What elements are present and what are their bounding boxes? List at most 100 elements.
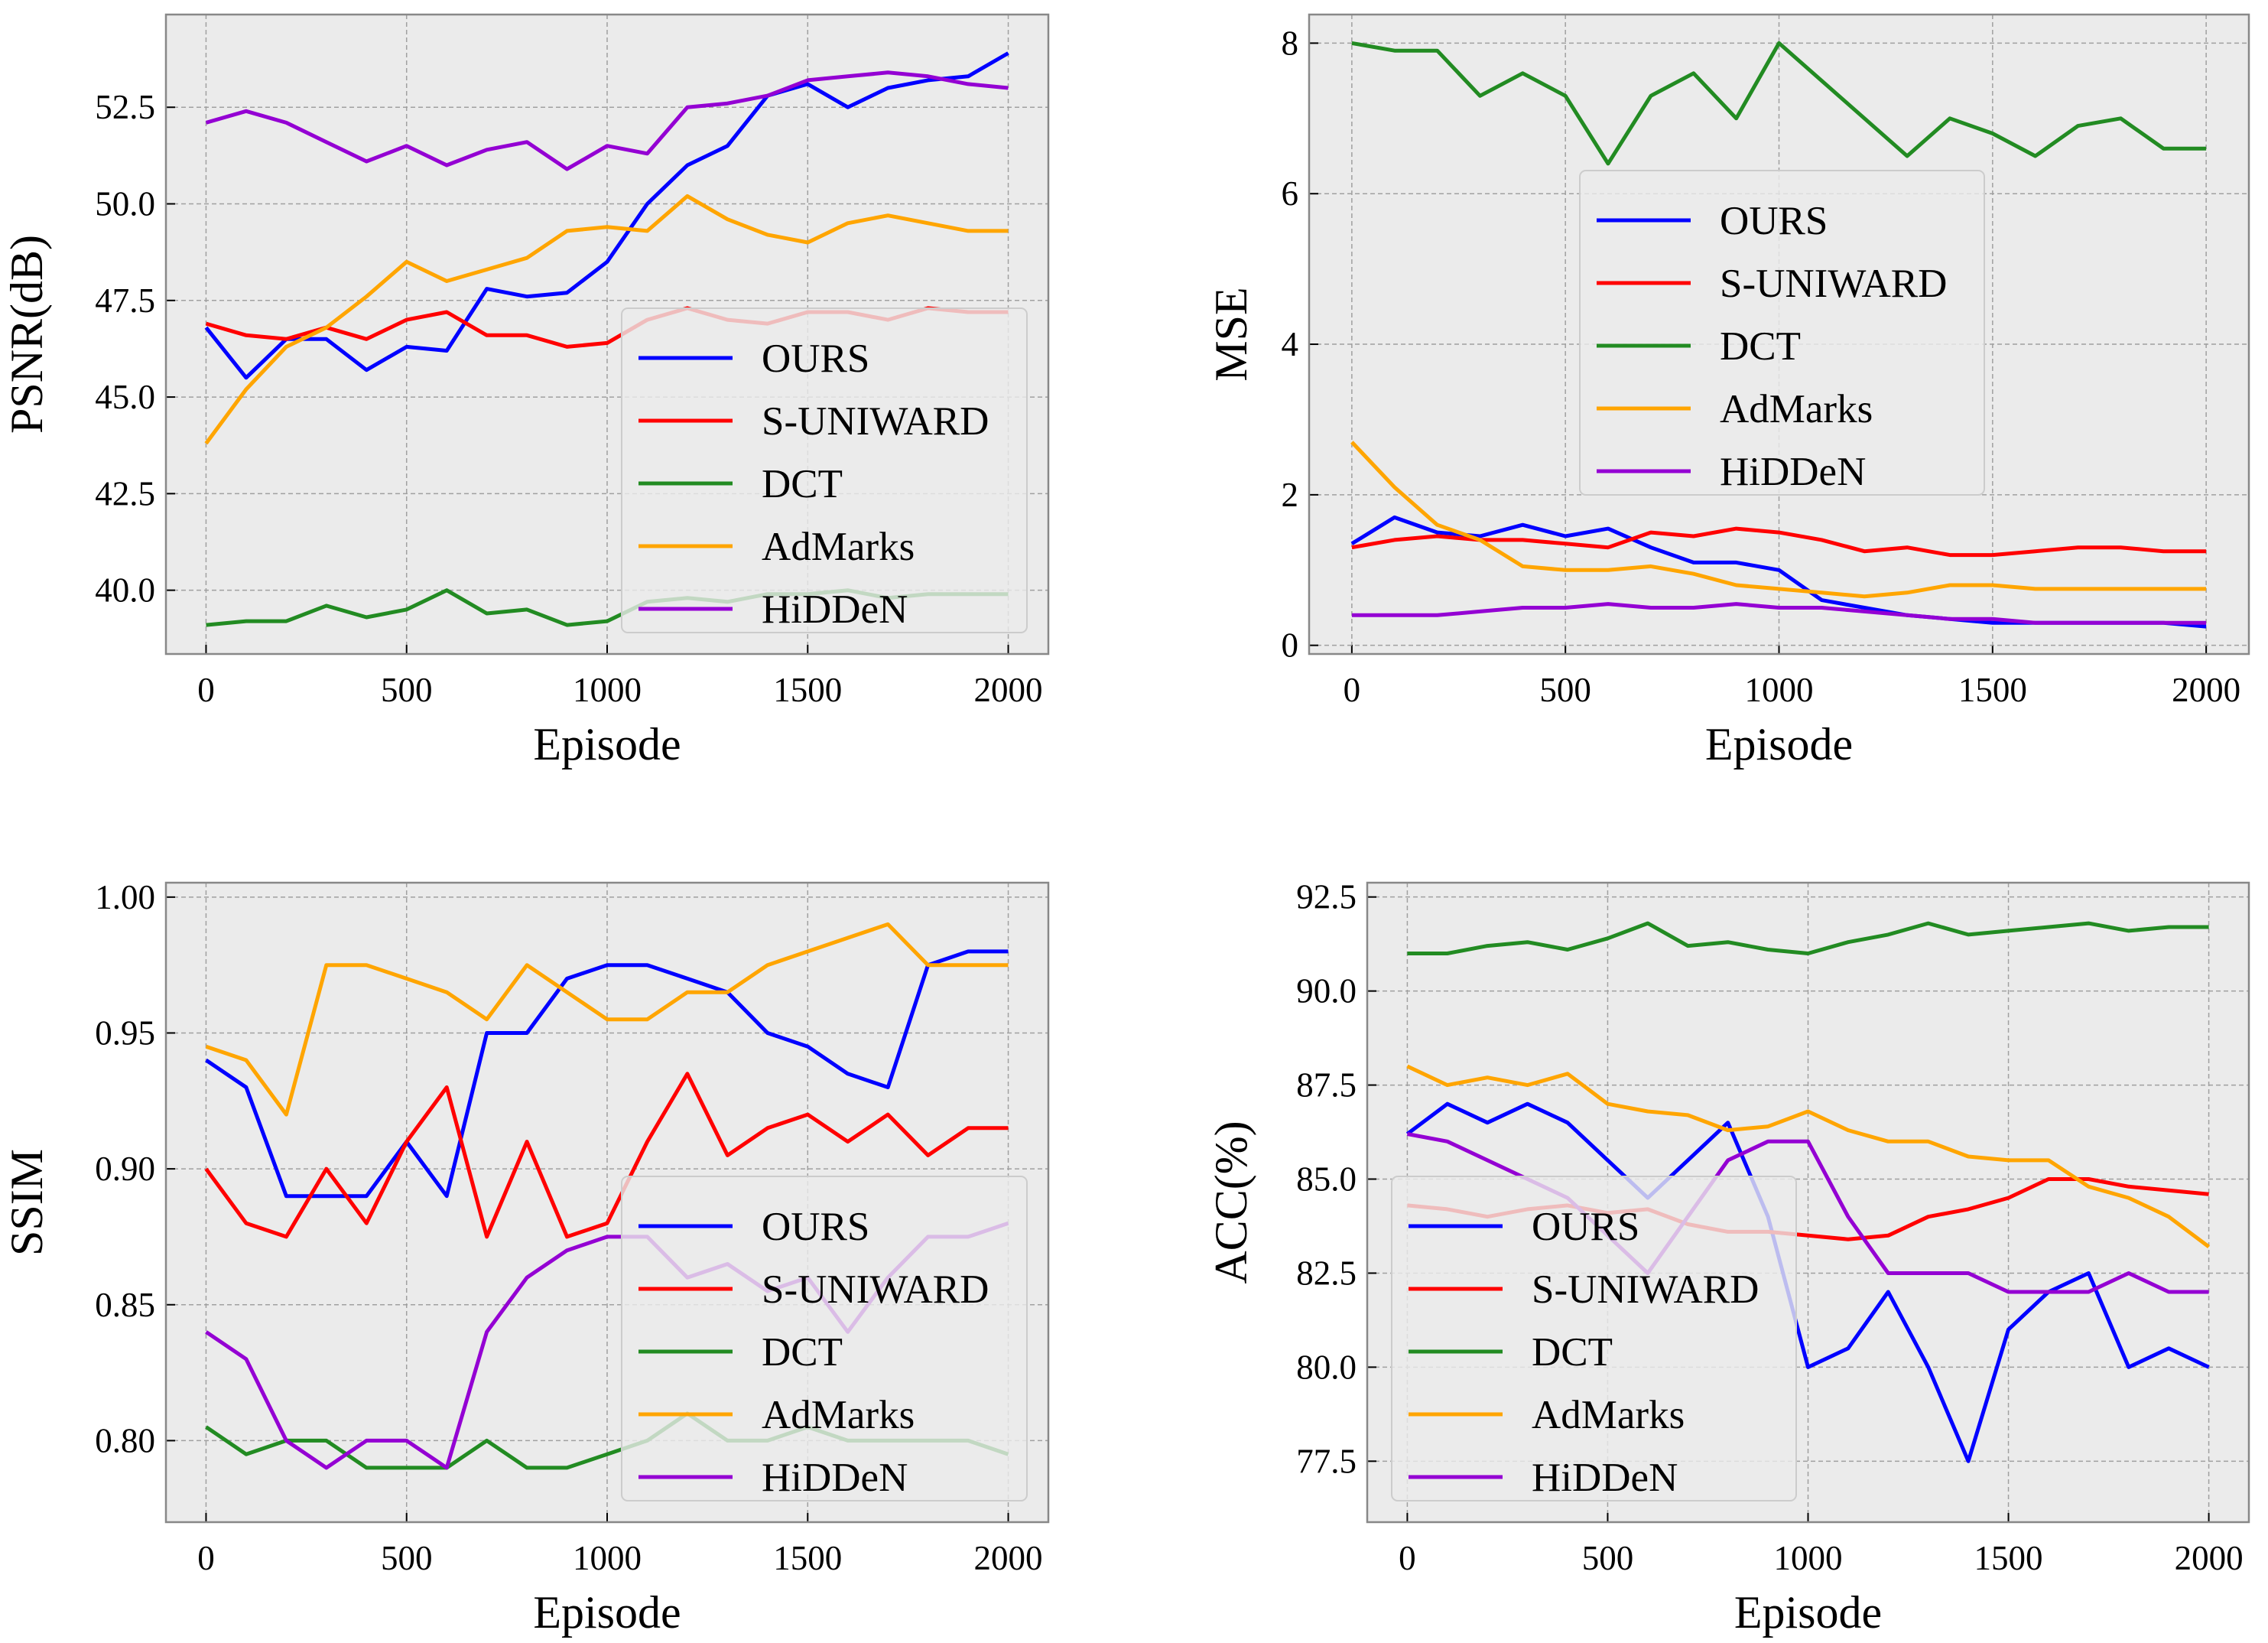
x-tick-label: 1000 xyxy=(1774,1539,1843,1577)
y-tick-label: 40.0 xyxy=(95,571,155,610)
x-tick-label: 0 xyxy=(197,1539,215,1577)
legend-label: DCT xyxy=(1720,324,1801,369)
legend-label: DCT xyxy=(762,1330,843,1375)
y-tick-label: 90.0 xyxy=(1296,972,1357,1010)
x-tick-label: 500 xyxy=(1582,1539,1634,1577)
x-tick-label: 1500 xyxy=(773,1539,842,1577)
legend-box xyxy=(1391,1176,1797,1501)
subplot-psnrdb: 0 500 1000 1500 2000 40.0 42.5 45.0 47.5 50.0 52.5… xyxy=(2,13,1050,769)
y-tick-label: 82.5 xyxy=(1296,1254,1357,1292)
legend-label: HiDDeN xyxy=(1532,1456,1678,1500)
series-line-ours xyxy=(205,949,1009,1199)
y-tick-label: 4 xyxy=(1282,325,1299,363)
y-tick-label: 80.0 xyxy=(1296,1348,1357,1386)
y-tick-label: 1.00 xyxy=(95,878,155,916)
series-line-hidden xyxy=(1351,602,2207,625)
legend-label: HiDDeN xyxy=(762,587,908,632)
series-line-ours xyxy=(1405,1101,2210,1463)
y-tick-label: 2 xyxy=(1282,476,1299,514)
legend-box xyxy=(621,1176,1028,1501)
y-axis-label: ACC(%) xyxy=(1206,1121,1256,1283)
legend-label: AdMarks xyxy=(1720,387,1873,431)
y-tick-label: 85.0 xyxy=(1296,1160,1357,1199)
y-axis-label: PSNR(dB) xyxy=(2,235,52,434)
x-tick-label: 2000 xyxy=(974,671,1043,709)
y-tick-label: 8 xyxy=(1282,24,1299,62)
x-axis-label: Episode xyxy=(1734,1587,1882,1638)
legend-label: AdMarks xyxy=(1532,1393,1685,1437)
y-axis-label: MSE xyxy=(1206,287,1256,381)
legend-box xyxy=(621,307,1028,633)
axes-frame xyxy=(1366,881,2250,1524)
x-tick-label: 2000 xyxy=(2175,1539,2244,1577)
legend-label: HiDDeN xyxy=(1720,450,1866,494)
x-axis-label: Episode xyxy=(1705,719,1853,769)
x-tick-label: 2000 xyxy=(2172,671,2240,709)
legend-label: DCT xyxy=(762,462,843,506)
x-axis-label: Episode xyxy=(533,719,681,769)
x-tick-label: 500 xyxy=(381,671,433,709)
series-line-admarks xyxy=(204,194,1009,445)
legend-label: HiDDeN xyxy=(762,1456,908,1500)
y-tick-label: 0 xyxy=(1282,626,1299,665)
x-tick-label: 2000 xyxy=(974,1539,1043,1577)
series-line-ours xyxy=(204,51,1009,380)
legend: OURS S-UNIWARD DCT AdMarks HiDDeN xyxy=(1391,1176,1797,1501)
legend-label: S-UNIWARD xyxy=(1720,262,1947,306)
series-line-s-uniward xyxy=(204,1072,1009,1239)
y-tick-label: 87.5 xyxy=(1296,1066,1357,1105)
legend-label: OURS xyxy=(762,337,869,381)
x-tick-label: 500 xyxy=(1539,671,1591,709)
legend-label: OURS xyxy=(1532,1205,1639,1249)
y-axis-label: SSIM xyxy=(2,1149,52,1256)
x-tick-label: 0 xyxy=(197,671,215,709)
legend-box xyxy=(1579,170,1985,496)
series-line-s-uniward xyxy=(1351,526,2207,558)
y-tick-label: 45.0 xyxy=(95,378,155,416)
series-line-admarks xyxy=(1350,441,2207,599)
x-tick-label: 1500 xyxy=(1974,1539,2043,1577)
subplot-acc: 0 500 1000 1500 2000 77.5 80.0 82.5 85.0 87.5 90.0… xyxy=(1206,878,2250,1638)
legend: OURS S-UNIWARD DCT AdMarks HiDDeN xyxy=(621,1176,1028,1501)
legend-label: S-UNIWARD xyxy=(1532,1267,1759,1312)
legend-label: S-UNIWARD xyxy=(762,1267,989,1312)
x-tick-label: 1500 xyxy=(773,671,842,709)
y-tick-label: 0.95 xyxy=(95,1013,155,1052)
series-line-dct xyxy=(1407,921,2209,955)
y-tick-label: 0.80 xyxy=(95,1421,155,1459)
axes-frame xyxy=(164,881,1050,1524)
x-tick-label: 1000 xyxy=(1745,671,1814,709)
y-tick-label: 77.5 xyxy=(1296,1442,1357,1480)
y-tick-label: 92.5 xyxy=(1296,878,1357,916)
x-tick-label: 1000 xyxy=(573,1539,642,1577)
series-line-admarks xyxy=(205,922,1009,1117)
y-tick-label: 52.5 xyxy=(95,88,155,126)
y-tick-label: 0.85 xyxy=(95,1286,155,1324)
y-tick-label: 50.0 xyxy=(95,185,155,223)
y-tick-label: 6 xyxy=(1282,174,1299,213)
legend-label: OURS xyxy=(762,1205,869,1249)
axes-frame xyxy=(1308,13,2250,656)
x-tick-label: 500 xyxy=(381,1539,433,1577)
legend: OURS S-UNIWARD DCT AdMarks HiDDeN xyxy=(621,307,1028,633)
legend-label: OURS xyxy=(1720,199,1828,243)
y-tick-label: 42.5 xyxy=(95,474,155,512)
x-tick-label: 1500 xyxy=(1958,671,2027,709)
legend-label: AdMarks xyxy=(762,1393,915,1437)
x-axis-label: Episode xyxy=(533,1587,681,1638)
x-tick-label: 1000 xyxy=(573,671,642,709)
y-tick-label: 47.5 xyxy=(95,281,155,320)
legend-label: AdMarks xyxy=(762,525,915,569)
series-line-dct xyxy=(1351,41,2207,166)
subplot-mse: 0 500 1000 1500 2000 0 2 4 6 8 Episode MSE OURS S-UNI… xyxy=(1206,13,2250,769)
legend-label: S-UNIWARD xyxy=(762,399,989,444)
legend-label: DCT xyxy=(1532,1330,1613,1375)
y-tick-label: 0.90 xyxy=(95,1150,155,1188)
subplot-ssim: 0 500 1000 1500 2000 0.80 0.85 0.90 0.95 1.00 Epis… xyxy=(2,878,1050,1638)
x-tick-label: 0 xyxy=(1399,1539,1416,1577)
x-tick-label: 0 xyxy=(1344,671,1361,709)
axes-frame xyxy=(164,13,1050,656)
series-line-admarks xyxy=(1406,1064,2211,1249)
series-line-hidden xyxy=(205,70,1009,171)
